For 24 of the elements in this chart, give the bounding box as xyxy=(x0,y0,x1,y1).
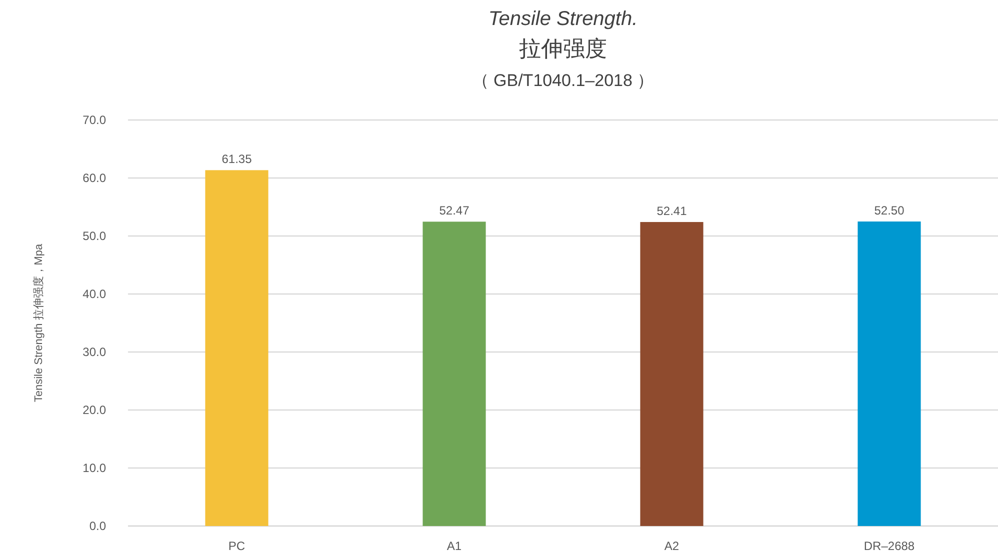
y-axis-title: Tensile Strength 拉伸强度，Mpa xyxy=(32,242,45,402)
y-tick-label: 20.0 xyxy=(82,403,106,417)
bar xyxy=(422,222,486,526)
data-label: 52.47 xyxy=(439,204,470,218)
x-tick-label: A1 xyxy=(446,539,462,553)
x-tick-label: A2 xyxy=(664,539,680,553)
y-tick-label: 60.0 xyxy=(82,171,106,185)
chart-title: Tensile Strength. xyxy=(488,8,638,30)
y-tick-label: 0.0 xyxy=(89,519,106,533)
bar xyxy=(640,222,704,526)
y-tick-label: 70.0 xyxy=(82,113,106,127)
bar xyxy=(205,170,268,526)
data-label: 61.35 xyxy=(222,152,252,166)
y-tick-label: 40.0 xyxy=(82,287,106,301)
x-tick-label: DR–2688 xyxy=(864,539,915,553)
y-tick-label: 30.0 xyxy=(82,345,106,359)
bar xyxy=(858,222,921,526)
data-label: 52.50 xyxy=(874,204,905,218)
text: （ GB/T1040.1–2018 ） xyxy=(472,71,654,90)
chart-subtitle: 拉伸强度 xyxy=(519,36,607,61)
data-label: 52.41 xyxy=(656,204,688,218)
y-tick-label: 10.0 xyxy=(82,461,106,475)
y-tick-label: 50.0 xyxy=(82,229,106,243)
x-tick-label: PC xyxy=(228,539,246,553)
